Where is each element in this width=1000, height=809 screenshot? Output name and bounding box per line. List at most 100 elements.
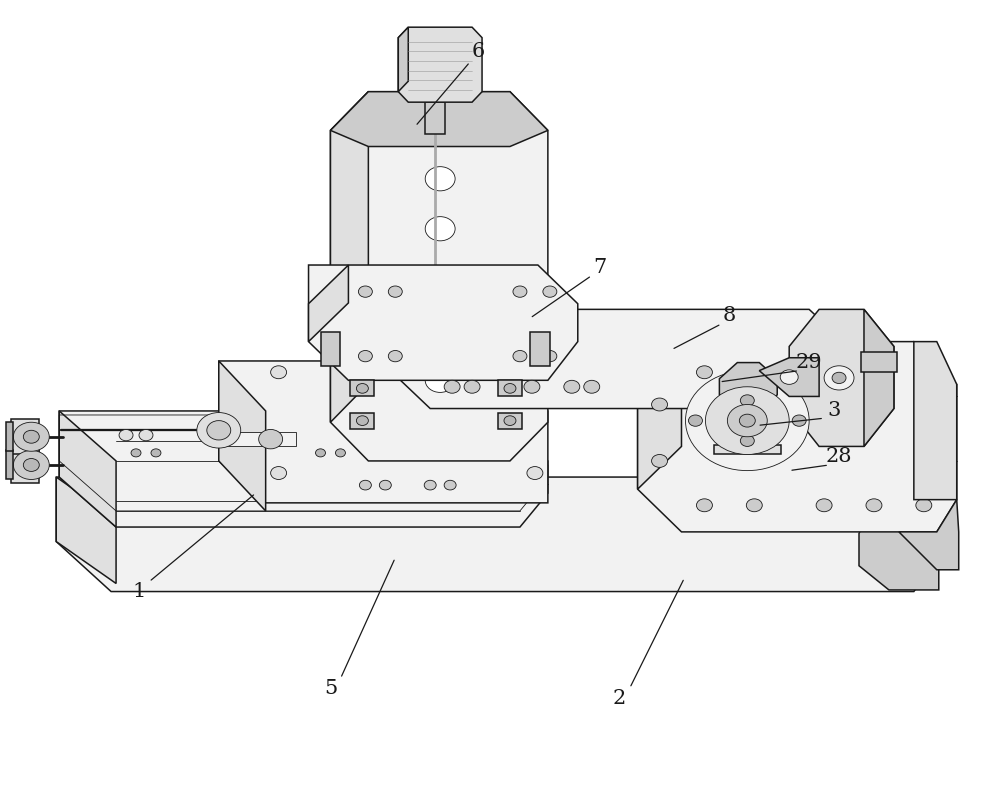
Circle shape (425, 268, 455, 291)
Circle shape (816, 499, 832, 512)
Polygon shape (638, 341, 681, 489)
Text: 1: 1 (132, 582, 146, 601)
Polygon shape (59, 411, 116, 527)
Polygon shape (899, 500, 959, 570)
Circle shape (780, 370, 798, 384)
Circle shape (824, 366, 854, 390)
Circle shape (727, 404, 767, 437)
Circle shape (866, 366, 882, 379)
Circle shape (388, 350, 402, 362)
Polygon shape (398, 28, 408, 91)
Polygon shape (638, 341, 957, 532)
Polygon shape (11, 447, 39, 483)
Text: 5: 5 (324, 679, 337, 698)
Circle shape (356, 416, 368, 426)
Polygon shape (320, 332, 340, 366)
Polygon shape (425, 102, 445, 134)
Polygon shape (759, 358, 819, 396)
Circle shape (423, 430, 437, 441)
Polygon shape (729, 441, 764, 447)
Polygon shape (330, 91, 368, 422)
Polygon shape (498, 413, 522, 429)
Circle shape (425, 368, 455, 392)
Circle shape (335, 449, 345, 457)
Polygon shape (56, 477, 939, 591)
Polygon shape (390, 309, 849, 409)
Circle shape (23, 459, 39, 472)
Polygon shape (6, 422, 13, 451)
Circle shape (832, 372, 846, 383)
Polygon shape (719, 362, 777, 411)
Circle shape (464, 380, 480, 393)
Circle shape (379, 481, 391, 490)
Circle shape (504, 383, 516, 393)
Polygon shape (11, 419, 39, 455)
Polygon shape (330, 91, 548, 146)
Polygon shape (734, 409, 761, 449)
Circle shape (696, 366, 712, 379)
Circle shape (746, 499, 762, 512)
Circle shape (792, 415, 806, 426)
Polygon shape (859, 477, 939, 590)
Circle shape (424, 481, 436, 490)
Polygon shape (530, 332, 550, 366)
Circle shape (652, 398, 668, 411)
Circle shape (513, 286, 527, 297)
Circle shape (323, 430, 337, 441)
Circle shape (470, 366, 486, 379)
Circle shape (513, 350, 527, 362)
Circle shape (746, 366, 762, 379)
Circle shape (930, 407, 948, 421)
Polygon shape (6, 451, 13, 480)
Polygon shape (864, 309, 894, 447)
Polygon shape (714, 445, 781, 455)
Circle shape (739, 414, 755, 427)
Circle shape (271, 467, 287, 480)
Circle shape (543, 286, 557, 297)
Circle shape (444, 481, 456, 490)
Circle shape (740, 435, 754, 447)
Circle shape (13, 451, 49, 480)
Circle shape (444, 380, 460, 393)
Circle shape (13, 422, 49, 451)
Circle shape (207, 421, 231, 440)
Circle shape (259, 430, 283, 449)
Circle shape (584, 380, 600, 393)
Text: 28: 28 (826, 447, 852, 467)
Circle shape (543, 350, 557, 362)
Text: 6: 6 (471, 42, 485, 61)
Circle shape (705, 387, 789, 455)
Polygon shape (350, 380, 374, 396)
Circle shape (139, 430, 153, 441)
Circle shape (916, 499, 932, 512)
Polygon shape (330, 91, 548, 461)
Circle shape (23, 430, 39, 443)
Text: 3: 3 (827, 400, 841, 420)
Polygon shape (219, 361, 548, 503)
Text: 29: 29 (796, 353, 822, 372)
Circle shape (197, 413, 241, 448)
Circle shape (151, 449, 161, 457)
Text: 7: 7 (593, 258, 606, 277)
Circle shape (866, 499, 882, 512)
FancyBboxPatch shape (226, 432, 296, 447)
Circle shape (359, 481, 371, 490)
Circle shape (504, 380, 520, 393)
Polygon shape (219, 361, 266, 511)
Circle shape (316, 449, 325, 457)
Polygon shape (789, 309, 894, 447)
Polygon shape (56, 477, 116, 583)
Circle shape (388, 286, 402, 297)
Circle shape (688, 415, 702, 426)
Polygon shape (861, 352, 897, 372)
Circle shape (685, 371, 809, 471)
Circle shape (527, 467, 543, 480)
Circle shape (271, 366, 287, 379)
Circle shape (119, 430, 133, 441)
Circle shape (131, 449, 141, 457)
Circle shape (564, 380, 580, 393)
Polygon shape (59, 411, 548, 527)
Polygon shape (398, 28, 482, 102)
Circle shape (524, 380, 540, 393)
Circle shape (304, 430, 318, 441)
